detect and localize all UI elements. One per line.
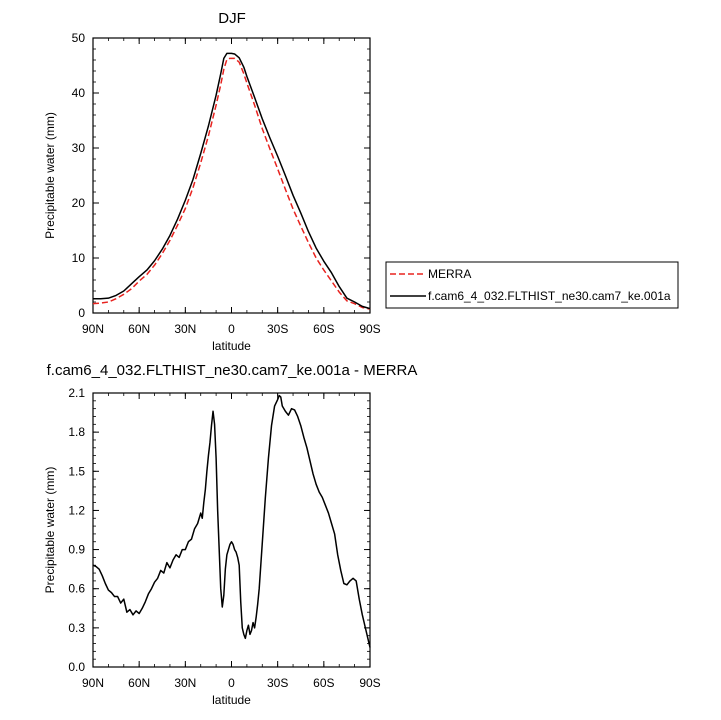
top-y-tick-label: 30	[72, 141, 86, 155]
top-x-tick-label: 60S	[313, 322, 334, 336]
bottom-x-tick-label: 0	[228, 676, 235, 690]
top-x-tick-label: 30N	[174, 322, 196, 336]
top-x-tick-label: 0	[228, 322, 235, 336]
top-series-line-1	[93, 52, 371, 310]
bottom-y-tick-label: 1.5	[68, 464, 85, 478]
bottom-chart-title: f.cam6_4_032.FLTHIST_ne30.cam7_ke.001a -…	[47, 362, 418, 379]
top-y-tick-label: 40	[72, 86, 86, 100]
bottom-x-tick-label: 60S	[313, 676, 334, 690]
bottom-x-tick-label: 90N	[82, 676, 104, 690]
legend-box	[385, 261, 679, 309]
top-x-tick-label: 60N	[128, 322, 150, 336]
top-x-tick-label: 90N	[82, 322, 104, 336]
top-y-axis-label: Precipitable water (mm)	[43, 112, 57, 239]
top-y-tick-label: 20	[72, 196, 86, 210]
top-y-tick-label: 10	[72, 251, 86, 265]
bottom-x-tick-label: 30S	[267, 676, 288, 690]
bottom-y-axis-label: Precipitable water (mm)	[43, 467, 57, 594]
top-y-tick-label: 50	[72, 31, 86, 45]
bottom-x-axis-label: latitude	[212, 693, 251, 707]
top-panel-djf: DJF 0 10 20 30 40 50 90N 60N 30N 0 30S 60S 90S latitu…	[43, 10, 679, 353]
bottom-x-tick-label: 90S	[359, 676, 380, 690]
bottom-x-tick-label: 30N	[174, 676, 196, 690]
legend-entry-0: MERRA	[428, 267, 471, 281]
top-y-tick-label: 0	[78, 306, 85, 320]
bottom-y-tick-label: 2.1	[68, 386, 85, 400]
bottom-series-line-0	[92, 394, 371, 648]
bottom-y-tick-label: 0.3	[68, 621, 85, 635]
top-x-tick-label: 30S	[267, 322, 288, 336]
top-chart-title: DJF	[218, 10, 246, 27]
top-x-tick-label: 90S	[359, 322, 380, 336]
bottom-plot-frame	[92, 392, 371, 668]
legend-entry-1: f.cam6_4_032.FLTHIST_ne30.cam7_ke.001a	[428, 289, 671, 303]
bottom-x-tick-label: 60N	[128, 676, 150, 690]
bottom-y-tick-label: 1.8	[68, 425, 85, 439]
bottom-y-tick-label: 0.6	[68, 582, 85, 596]
bottom-panel-difference: f.cam6_4_032.FLTHIST_ne30.cam7_ke.001a -…	[43, 362, 417, 707]
top-x-axis-label: latitude	[212, 339, 251, 353]
bottom-y-tick-label: 0.9	[68, 543, 85, 557]
top-series-line-0	[92, 57, 371, 310]
top-plot-frame	[92, 37, 371, 314]
bottom-y-tick-label: 1.2	[68, 503, 85, 517]
bottom-y-tick-label: 0.0	[68, 660, 85, 674]
